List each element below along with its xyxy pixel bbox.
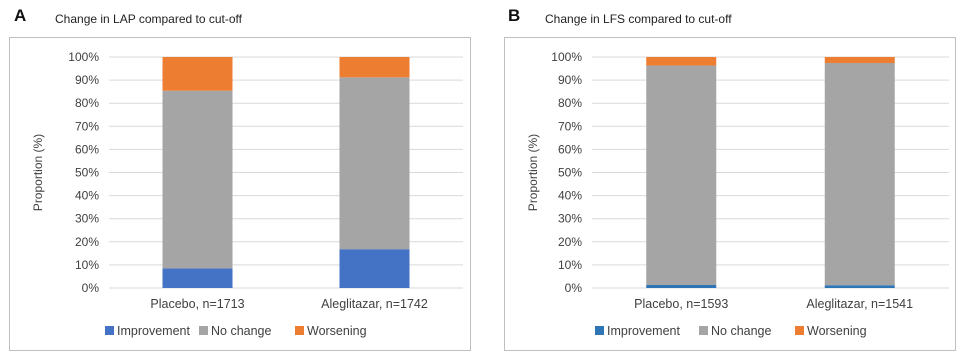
y-tick-label: 20%	[558, 235, 582, 249]
y-tick-label: 50%	[558, 166, 582, 180]
x-category-label: Aleglitazar, n=1541	[806, 297, 913, 311]
y-tick-label: 0%	[82, 281, 100, 295]
y-tick-label: 10%	[558, 258, 582, 272]
legend-label: Improvement	[607, 324, 680, 338]
legend-label: Improvement	[117, 324, 190, 338]
legend-label: Worsening	[807, 324, 867, 338]
bar-segment-worsening	[824, 57, 895, 64]
y-tick-label: 60%	[75, 142, 99, 156]
y-tick-label: 80%	[558, 96, 582, 110]
chart-b: 0% 10% 20% 30% 40% 50% 60% 70% 80% 90% 100% Proport…	[526, 50, 949, 338]
y-tick-label: 80%	[75, 96, 99, 110]
legend-swatch	[105, 326, 114, 335]
bar-segment-no-change	[824, 63, 895, 286]
bar-segment-worsening	[646, 57, 717, 66]
y-tick-label: 90%	[558, 73, 582, 87]
legend-label: No change	[711, 324, 772, 338]
x-category-label: Placebo, n=1713	[150, 297, 244, 311]
legend-swatch	[795, 326, 804, 335]
y-tick-label: 100%	[551, 50, 582, 64]
y-tick-label: 20%	[75, 235, 99, 249]
bar-segment-improvement	[646, 284, 717, 288]
legend-label: Worsening	[307, 324, 367, 338]
bar-segment-no-change	[339, 77, 410, 250]
y-tick-label: 10%	[75, 258, 99, 272]
x-category-label: Aleglitazar, n=1742	[321, 297, 428, 311]
panel-a-title: Change in LAP compared to cut-off	[55, 12, 243, 26]
bar-segment-improvement	[339, 249, 410, 288]
y-tick-label: 30%	[75, 212, 99, 226]
legend-swatch	[595, 326, 604, 335]
y-tick-label: 40%	[558, 189, 582, 203]
y-tick-label: 70%	[558, 119, 582, 133]
y-tick-label: 50%	[75, 166, 99, 180]
y-tick-label: 0%	[565, 281, 583, 295]
x-category-label: Placebo, n=1593	[634, 297, 728, 311]
legend-swatch	[699, 326, 708, 335]
legend-swatch	[199, 326, 208, 335]
bar-segment-no-change	[162, 90, 233, 269]
chart-a: 0% 10% 20% 30% 40% 50% 60% 70% 80% 90% 100% Proport…	[31, 50, 463, 338]
y-tick-label: 70%	[75, 119, 99, 133]
bar-segment-worsening	[339, 57, 410, 78]
panel-b-title: Change in LFS compared to cut-off	[545, 12, 732, 26]
chart-a-frame: 0% 10% 20% 30% 40% 50% 60% 70% 80% 90% 100% Proport…	[9, 37, 471, 351]
bar-segment-worsening	[162, 57, 233, 91]
panel-a-letter: A	[14, 6, 27, 25]
chart-b-frame: 0% 10% 20% 30% 40% 50% 60% 70% 80% 90% 100% Proport…	[504, 37, 956, 351]
y-tick-label: 100%	[68, 50, 99, 64]
y-tick-label: 60%	[558, 142, 582, 156]
y-tick-label: 90%	[75, 73, 99, 87]
y-axis-label: Proportion (%)	[526, 134, 540, 211]
bar-segment-improvement	[162, 268, 233, 288]
panel-b-letter: B	[508, 6, 521, 25]
legend-label: No change	[211, 324, 272, 338]
bar-segment-no-change	[646, 65, 717, 285]
y-tick-label: 30%	[558, 212, 582, 226]
bar-segment-improvement	[824, 285, 895, 288]
y-tick-label: 40%	[75, 189, 99, 203]
legend-swatch	[295, 326, 304, 335]
y-axis-label: Proportion (%)	[31, 134, 45, 211]
